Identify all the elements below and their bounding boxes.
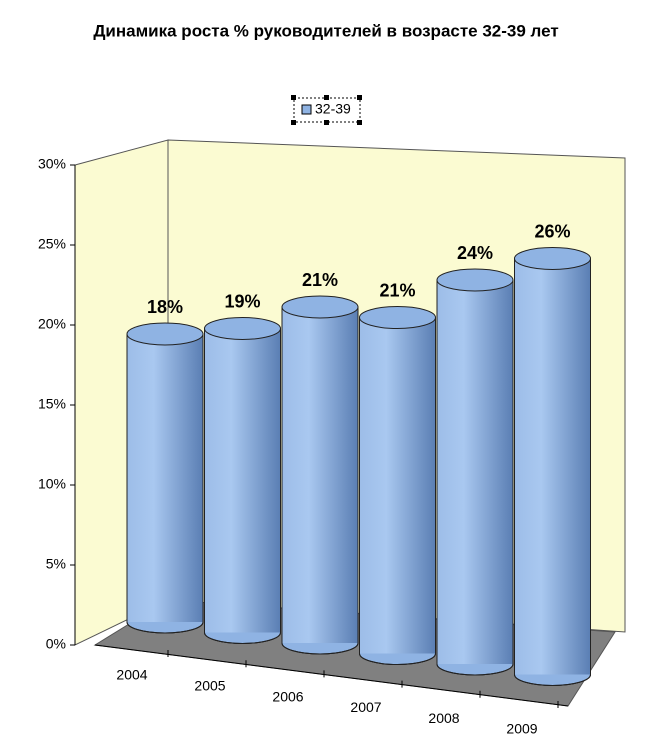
cylinder-bottom-edge	[204, 632, 281, 644]
cylinder-top	[126, 322, 204, 346]
cylinder-top	[436, 268, 514, 292]
legend: 32-39	[291, 95, 362, 125]
bar-fill	[360, 317, 435, 654]
cylinder-top	[359, 306, 436, 329]
bar-fill	[205, 328, 280, 633]
handle	[357, 120, 362, 125]
cylinder-top	[514, 247, 591, 270]
x-tick-label: 2005	[194, 678, 225, 694]
data-label: 21%	[379, 280, 415, 300]
y-tick-label: 0%	[46, 636, 66, 652]
data-label: 26%	[534, 221, 570, 241]
x-tick-label: 2007	[350, 699, 381, 715]
legend-label: 32-39	[315, 101, 351, 117]
y-tick-label: 30%	[38, 156, 66, 172]
handle	[357, 95, 362, 100]
bar-fill	[127, 334, 203, 622]
handle	[324, 120, 329, 125]
legend-swatch	[301, 104, 312, 115]
cylinder-top	[281, 295, 359, 319]
cylinder-top	[204, 317, 281, 340]
bar-fill	[515, 258, 590, 675]
data-label: 21%	[302, 270, 338, 290]
y-tick-label: 10%	[38, 476, 66, 492]
cylinder-bottom-edge	[126, 621, 204, 634]
x-tick-label: 2006	[272, 688, 303, 704]
cylinder-bottom-edge	[281, 642, 359, 655]
y-tick-label: 20%	[38, 316, 66, 332]
y-tick-label: 15%	[38, 396, 66, 412]
y-tick-label: 25%	[38, 236, 66, 252]
cylinder-bottom-edge	[514, 674, 591, 686]
y-tick-label: 5%	[46, 556, 66, 572]
cylinder-bottom-edge	[436, 663, 514, 676]
handle	[291, 95, 296, 100]
x-tick-label: 2008	[428, 710, 459, 726]
handle	[324, 95, 329, 100]
cylinder-bottom-edge	[359, 653, 436, 665]
chart-title: Динамика роста % руководителей в возраст…	[93, 21, 558, 40]
x-tick-label: 2004	[116, 667, 147, 683]
data-label: 24%	[457, 243, 493, 263]
data-label: 19%	[224, 291, 260, 311]
handle	[291, 120, 296, 125]
bar-fill	[282, 307, 358, 643]
x-tick-label: 2009	[506, 721, 537, 737]
x-axis	[94, 644, 569, 707]
data-label: 18%	[147, 297, 183, 317]
bar-fill	[437, 280, 513, 664]
